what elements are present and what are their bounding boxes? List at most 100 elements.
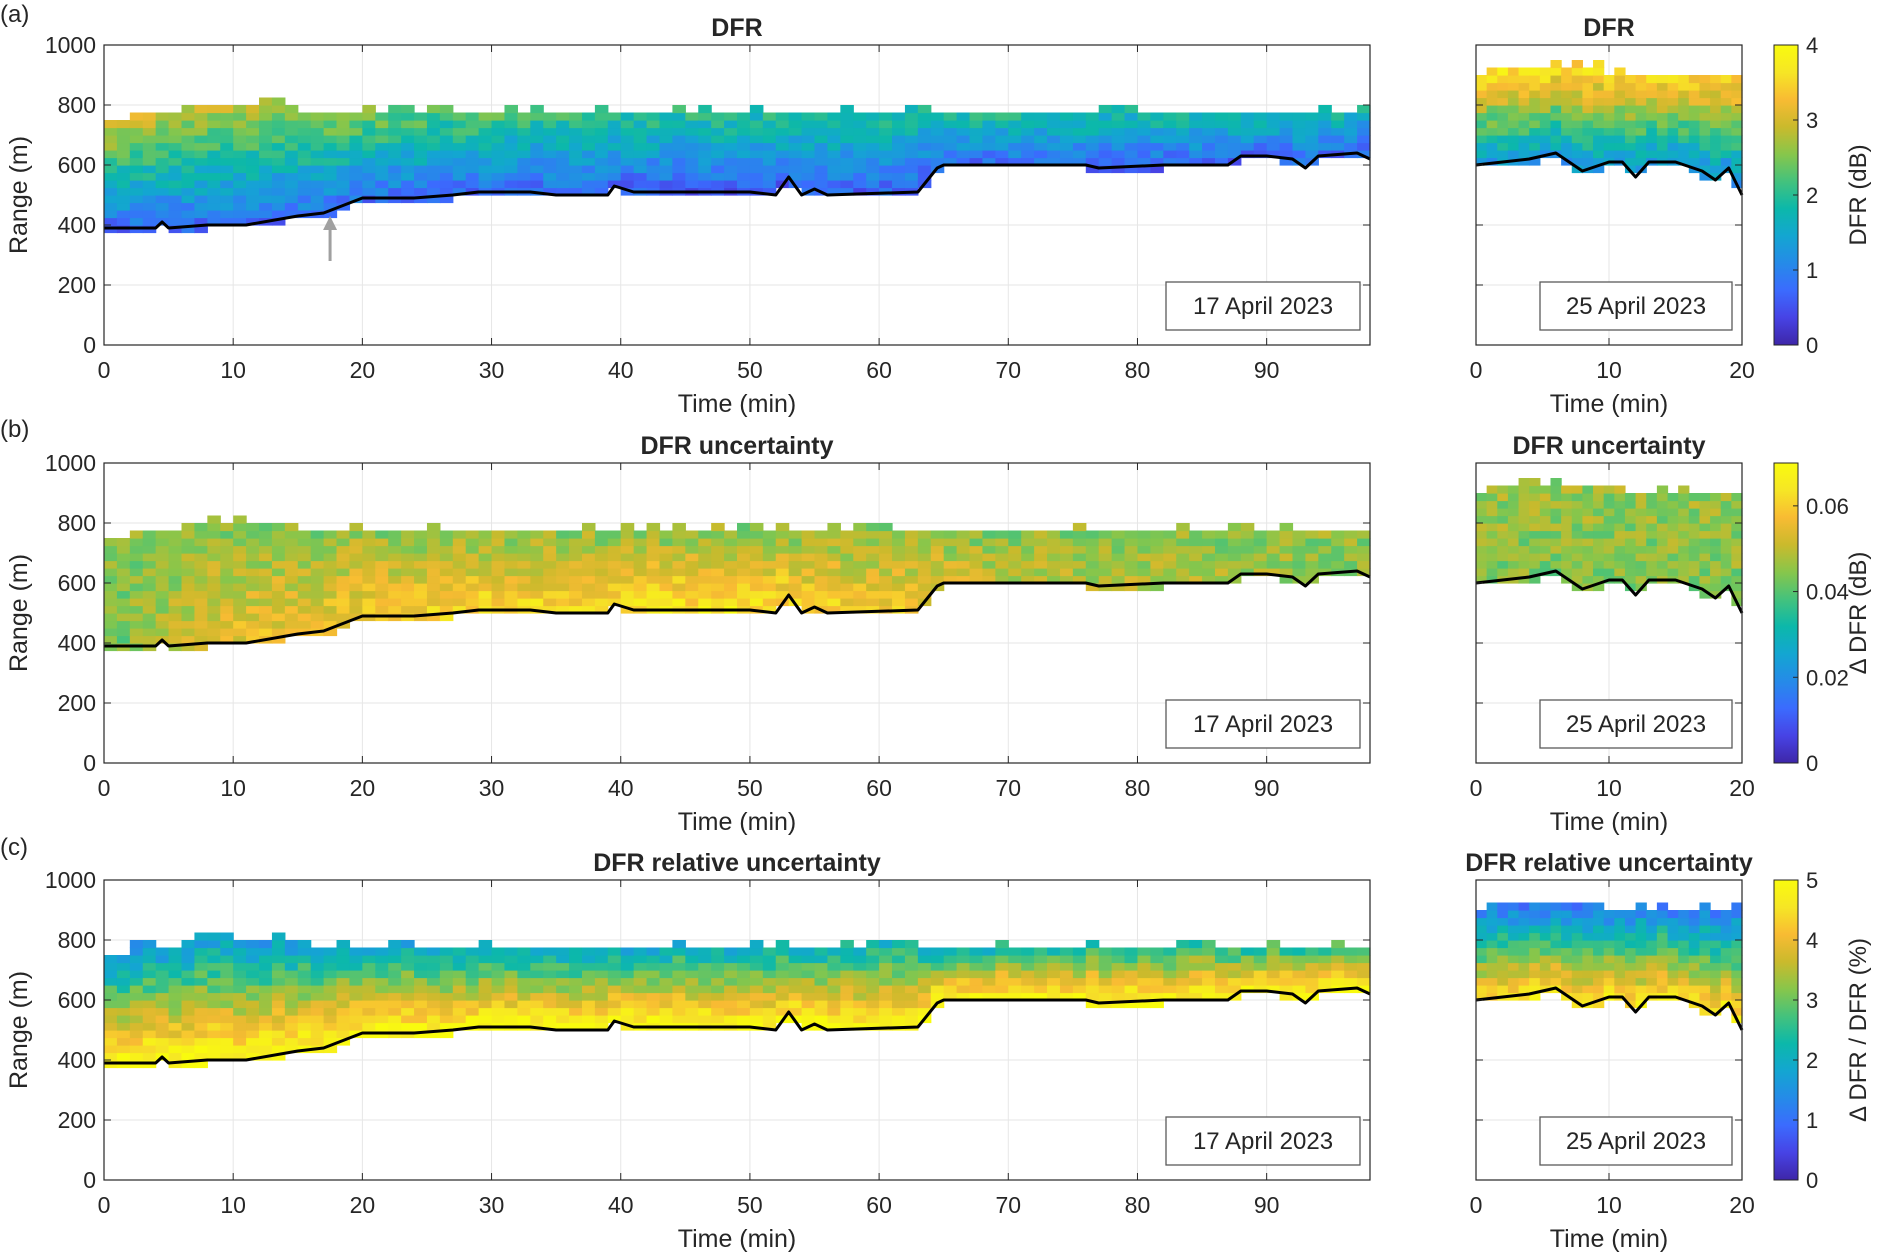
heatmap-cell: [284, 1037, 299, 1046]
heatmap-cell: [1539, 940, 1552, 949]
heatmap-cell: [1111, 545, 1126, 554]
heatmap-cell: [1731, 992, 1743, 1001]
heatmap-cell: [1111, 970, 1126, 979]
heatmap-cell: [246, 583, 260, 592]
heatmap-cell: [840, 575, 854, 584]
heatmap-cell: [504, 970, 518, 979]
heatmap-cell: [904, 553, 919, 562]
heatmap-cell: [116, 165, 131, 174]
heatmap-cell: [452, 553, 467, 562]
x-tick-label: 0: [98, 1192, 111, 1218]
heatmap-cell: [465, 1007, 480, 1016]
heatmap-cell: [388, 560, 402, 569]
heatmap-cell: [207, 1022, 221, 1031]
heatmap-cell: [930, 553, 945, 562]
heatmap-cell: [685, 970, 699, 979]
heatmap-cell: [749, 955, 764, 964]
heatmap-cell: [633, 180, 648, 189]
heatmap-cell: [1292, 985, 1307, 994]
heatmap-cell: [1678, 977, 1690, 986]
heatmap-cell: [982, 977, 996, 986]
heatmap-cell: [659, 590, 674, 599]
heatmap-cell: [194, 157, 208, 166]
heatmap-cell: [504, 575, 518, 584]
heatmap-cell: [517, 583, 531, 592]
panel-label: (c): [0, 834, 28, 861]
heatmap-cell: [1624, 925, 1637, 934]
heatmap-cell: [1072, 568, 1087, 577]
heatmap-cell: [1227, 553, 1242, 562]
heatmap-cell: [181, 613, 196, 622]
heatmap-cell: [1699, 157, 1711, 166]
heatmap-cell: [581, 553, 596, 562]
heatmap-cell: [1582, 120, 1594, 129]
heatmap-cell: [930, 560, 945, 569]
heatmap-cell: [1656, 910, 1669, 919]
heatmap-cell: [233, 165, 247, 174]
heatmap-cell: [1529, 75, 1541, 84]
heatmap-cell: [1603, 82, 1615, 91]
heatmap-cell: [207, 135, 221, 144]
arrow-head: [323, 216, 338, 230]
heatmap-cell: [284, 575, 299, 584]
heatmap-cell: [233, 135, 247, 144]
heatmap-cell: [1603, 985, 1615, 994]
heatmap-cell: [1214, 970, 1229, 979]
heatmap-cell: [827, 590, 841, 599]
heatmap-cell: [1731, 127, 1743, 136]
heatmap-cell: [1561, 493, 1573, 502]
heatmap-cell: [1497, 135, 1509, 144]
heatmap-cell: [672, 940, 686, 949]
heatmap-cell: [530, 530, 544, 539]
heatmap-cell: [1731, 977, 1743, 986]
heatmap-cell: [1699, 962, 1711, 971]
heatmap-cell: [775, 150, 790, 159]
heatmap-cell: [284, 605, 299, 614]
heatmap-cell: [1571, 523, 1583, 532]
heatmap-cell: [1539, 947, 1552, 956]
heatmap-cell: [1176, 150, 1190, 159]
heatmap-cell: [1497, 120, 1509, 129]
heatmap-cell: [349, 970, 363, 979]
heatmap-cell: [168, 187, 183, 196]
heatmap-cell: [168, 1000, 183, 1009]
heatmap-cell: [646, 127, 661, 136]
heatmap-cell: [1357, 150, 1371, 159]
heatmap-cell: [504, 157, 518, 166]
heatmap-cell: [220, 613, 234, 622]
heatmap-cell: [426, 955, 441, 964]
heatmap-cell: [116, 135, 131, 144]
y-axis-label: Range (m): [5, 136, 33, 254]
heatmap-cell: [853, 985, 867, 994]
heatmap-cell: [1047, 977, 1061, 986]
heatmap-cell: [594, 150, 609, 159]
heatmap-cell: [892, 955, 906, 964]
heatmap-cell: [1357, 142, 1371, 151]
heatmap-cell: [168, 985, 183, 994]
heatmap-cell: [104, 1052, 118, 1061]
heatmap-cell: [349, 530, 363, 539]
heatmap-cell: [866, 553, 880, 562]
heatmap-cell: [1111, 560, 1126, 569]
heatmap-cell: [310, 112, 325, 121]
heatmap-cell: [749, 523, 764, 532]
heatmap-cell: [1699, 97, 1711, 106]
heatmap-cell: [207, 1037, 221, 1046]
heatmap-cell: [1593, 925, 1605, 934]
x-tick-label: 60: [866, 775, 892, 801]
heatmap-cell: [104, 1022, 118, 1031]
heatmap-cell: [1539, 925, 1552, 934]
heatmap-cell: [698, 180, 712, 189]
heatmap-cell: [1357, 560, 1371, 569]
heatmap-cell: [569, 172, 583, 181]
heatmap-cell: [1603, 932, 1615, 941]
heatmap-cell: [1699, 515, 1711, 524]
heatmap-cell: [220, 142, 234, 151]
heatmap-cell: [220, 217, 234, 226]
heatmap-cell: [1150, 568, 1164, 577]
heatmap-cell: [620, 157, 635, 166]
heatmap-cell: [220, 1015, 234, 1024]
heatmap-cell: [1518, 530, 1530, 539]
heatmap-cell: [1582, 902, 1594, 911]
heatmap-cell: [1021, 142, 1035, 151]
